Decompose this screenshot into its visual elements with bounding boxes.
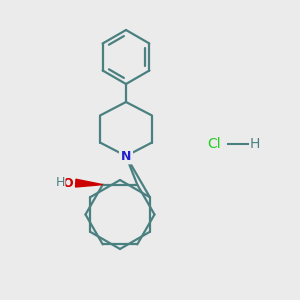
Text: O: O <box>63 177 74 190</box>
Text: H: H <box>250 137 260 151</box>
Text: H: H <box>56 176 65 189</box>
Polygon shape <box>76 179 103 187</box>
Text: Cl: Cl <box>208 137 221 151</box>
Text: N: N <box>121 149 131 163</box>
